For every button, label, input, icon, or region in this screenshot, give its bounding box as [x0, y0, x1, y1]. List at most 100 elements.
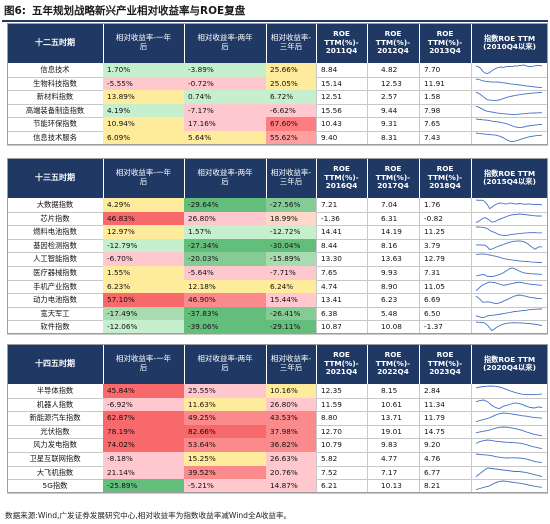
return-3y: 25.66%	[266, 63, 317, 77]
index-name: 半导体指数	[7, 384, 104, 398]
roe-year1: 9.40	[316, 131, 368, 145]
return-1y: 13.89%	[103, 90, 185, 104]
return-3y: 6.24%	[266, 279, 317, 294]
table-section-3: 十四五时期 相对收益率-一年 后相对收益率-两年 后相对收益率- 三年后 ROE T…	[7, 344, 548, 494]
index-name: 软件指数	[7, 320, 104, 334]
roe-year2: 9.44	[367, 103, 420, 118]
return-3y: 20.76%	[266, 465, 317, 480]
sparkline-chart	[475, 480, 543, 491]
index-name: 动力电池指数	[7, 293, 104, 307]
return-2y: 1.57%	[184, 225, 267, 239]
return-3y: 26.80%	[266, 397, 317, 412]
index-name: 5G指数	[7, 479, 104, 493]
roe-year1-header: ROE TTM(%)- 2021Q4	[316, 344, 368, 384]
roe-year3: 4.76	[419, 452, 472, 466]
roe-year2-header: ROE TTM(%)- 2022Q4	[367, 344, 420, 384]
return-2y: -3.89%	[184, 63, 267, 77]
return-1y: -12.79%	[103, 238, 185, 253]
roe-year3: -0.82	[419, 211, 472, 226]
sparkline-line	[476, 240, 543, 250]
roe-year1: 4.74	[316, 279, 368, 294]
sparkline-chart	[475, 453, 543, 464]
roe-sparkline	[471, 320, 548, 334]
table-row: 节能环保指数 10.94% 17.16% 67.60% 10.43 9.31 7.65	[7, 117, 548, 132]
return-1y-header: 相对收益率-一年 后	[103, 158, 185, 198]
return-3y: -15.89%	[266, 252, 317, 266]
period-header: 十四五时期	[7, 344, 104, 384]
roe-year2: 8.90	[367, 279, 420, 294]
index-name: 宽天军工	[7, 306, 104, 321]
roe-year2: 5.48	[367, 306, 420, 321]
roe-trend-header: 指数ROE TTM (2015Q4以来)	[483, 168, 536, 186]
return-2y: -37.83%	[184, 306, 267, 321]
sparkline-chart	[475, 439, 543, 450]
return-2y: -7.17%	[184, 103, 267, 118]
roe-year2: 14.19	[367, 225, 420, 239]
return-3y: -30.04%	[266, 238, 317, 253]
return-1y: -6.92%	[103, 397, 185, 412]
return-3y: 10.16%	[266, 384, 317, 398]
table-row: 燃料电池指数 12.97% 1.57% -12.72% 14.41 14.19 11.25	[7, 225, 548, 240]
roe-year2: 8.31	[367, 131, 420, 145]
sparkline-chart	[475, 91, 543, 102]
sparkline-line	[475, 321, 543, 332]
table-header: 十三五时期 相对收益率-一年 后相对收益率-两年 后相对收益率- 三年后 ROE T…	[7, 158, 548, 198]
sparkline-line	[475, 385, 543, 396]
return-3y: 14.87%	[266, 479, 317, 493]
roe-sparkline	[471, 225, 548, 239]
sparkline-line	[475, 213, 543, 223]
return-1y: 12.97%	[103, 225, 185, 239]
sparkline-chart	[475, 199, 543, 210]
roe-year1: 14.41	[316, 225, 368, 239]
sparkline-line	[475, 308, 542, 318]
return-1y: 4.19%	[103, 103, 185, 118]
roe-sparkline	[471, 411, 548, 425]
return-3y: 37.98%	[266, 424, 317, 439]
roe-sparkline	[471, 293, 548, 307]
sparkline-line	[475, 267, 542, 278]
roe-year3: 11.34	[419, 397, 472, 412]
return-2y-header: 相对收益率-两年 后	[184, 158, 267, 198]
table-row: 机器人指数 -6.92% 11.63% 26.80% 11.59 10.61 11.34	[7, 397, 548, 413]
return-2y: 49.25%	[184, 411, 267, 425]
sparkline-line	[475, 226, 543, 237]
roe-year2: 7.17	[367, 465, 420, 480]
roe-year3: 7.65	[419, 117, 472, 131]
roe-sparkline	[471, 198, 548, 212]
roe-year3: 9.20	[419, 438, 472, 452]
roe-year3: 11.91	[419, 76, 472, 91]
sparkline-chart	[475, 226, 543, 237]
return-1y: -17.49%	[103, 306, 185, 321]
roe-sparkline	[471, 212, 548, 226]
return-3y: 15.44%	[266, 293, 317, 307]
roe-year3: -1.37	[419, 320, 472, 334]
sparkline-chart	[475, 308, 542, 318]
roe-sparkline	[471, 384, 548, 398]
period-header: 十二五时期	[7, 23, 104, 63]
roe-sparkline	[471, 425, 548, 439]
table-row: 5G指数 -25.89% -5.21% 14.87% 6.21 10.13 8.21	[7, 479, 548, 494]
return-3y: 36.82%	[266, 438, 317, 452]
table-row: 芯片指数 46.83% 26.80% 18.99% -1.36 6.31 -0.82	[7, 211, 548, 227]
figure-title-text: 五年规划战略新兴产业相对收益率与ROE复盘	[32, 5, 246, 17]
return-1y: 21.14%	[103, 465, 185, 480]
roe-year3: 7.98	[419, 103, 472, 118]
return-2y-header: 相对收益率-两年 后	[184, 23, 267, 63]
roe-year2: 4.77	[367, 452, 420, 466]
sparkline-chart	[475, 426, 543, 436]
roe-year2: 13.71	[367, 411, 420, 425]
roe-year2: 19.01	[367, 424, 420, 439]
roe-sparkline	[471, 117, 548, 131]
index-name: 基因检测指数	[7, 238, 104, 253]
sparkline-line	[475, 64, 543, 75]
roe-year2: 6.23	[367, 293, 420, 307]
table-row: 高端装备制造指数 4.19% -7.17% -6.62% 15.56 9.44 7.98	[7, 103, 548, 119]
roe-sparkline	[471, 104, 548, 118]
roe-year1: 12.70	[316, 424, 368, 439]
sparkline-line	[475, 439, 543, 450]
sparkline-chart	[475, 213, 543, 223]
return-3y: 55.62%	[266, 131, 317, 145]
return-1y-header: 相对收益率-一年 后	[103, 344, 185, 384]
roe-year3: 11.25	[419, 225, 472, 239]
table-section-2: 十三五时期 相对收益率-一年 后相对收益率-两年 后相对收益率- 三年后 ROE T…	[7, 158, 548, 335]
